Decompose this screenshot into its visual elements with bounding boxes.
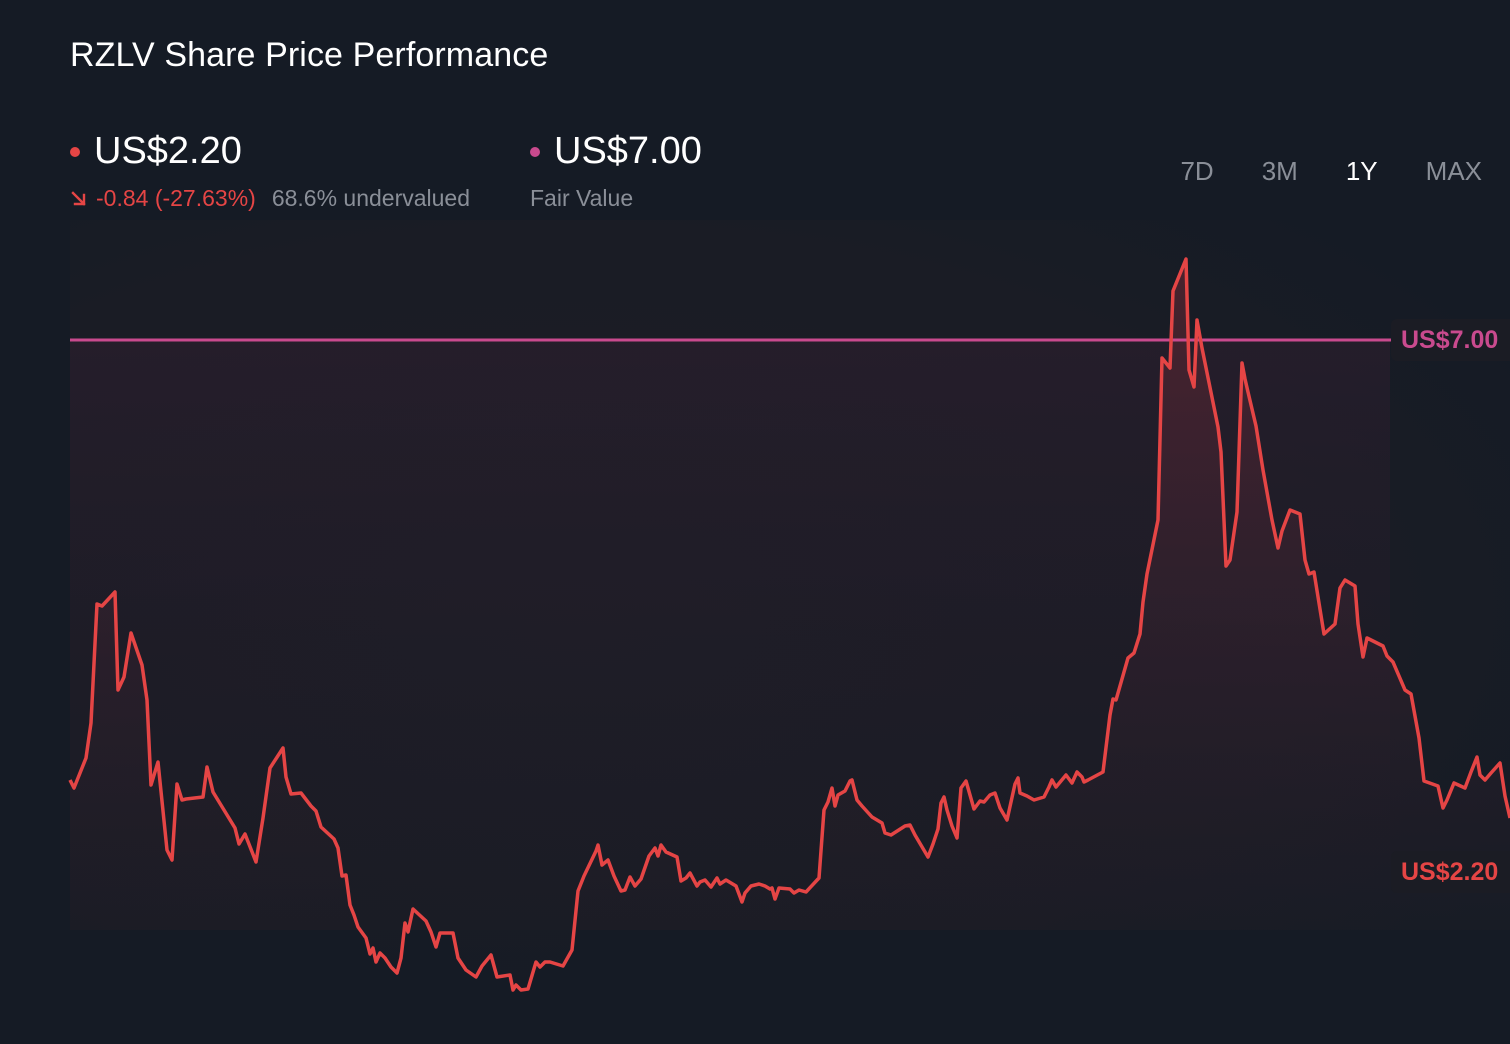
timeframe-1y[interactable]: 1Y [1322,156,1402,187]
timeframe-3m[interactable]: 3M [1238,156,1322,187]
fair-value-legend: US$7.00 Fair Value [530,130,702,212]
arrow-down-right-icon [71,190,86,206]
fair-value-tag: US$7.00 [1391,319,1510,361]
price-area [70,259,1510,990]
chart-title: RZLV Share Price Performance [70,36,549,74]
current-price-legend: US$2.20 -0.84 (-27.63%) 68.6% undervalue… [70,130,470,212]
valuation-label: 68.6% undervalued [271,185,471,211]
fair-value-caption: Fair Value [530,185,634,211]
fair-value-price: US$7.00 [554,130,702,172]
timeframe-7d[interactable]: 7D [1156,156,1237,187]
price-change-label: -0.84 (-27.63%) [96,185,256,211]
current-price: US$2.20 [94,130,242,172]
current-price-tag: US$2.20 [1391,851,1510,893]
fair-value-dot [530,146,540,157]
timeframe-selector: 7D 3M 1Y MAX [1156,156,1482,187]
price-line [68,257,1510,992]
timeframe-max[interactable]: MAX [1402,156,1482,187]
price-change: -0.84 (-27.63%) [70,185,256,212]
current-price-dot [70,146,80,157]
